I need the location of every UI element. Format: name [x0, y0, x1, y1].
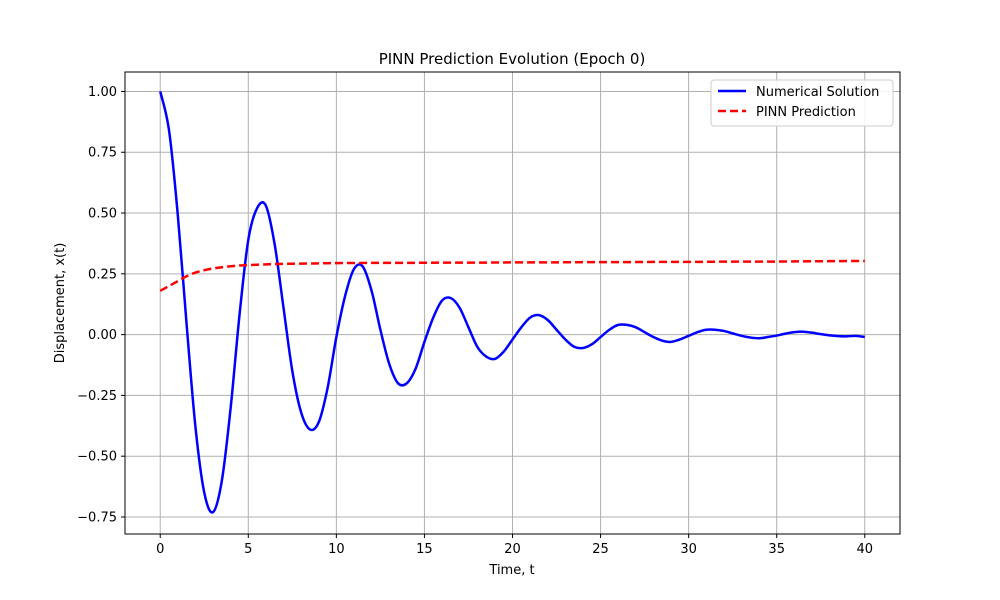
y-axis-label: Displacement, x(t)	[53, 243, 68, 364]
x-tick-label: 15	[416, 542, 433, 557]
x-axis-label: Time, t	[488, 563, 534, 578]
y-tick-label: −0.75	[77, 510, 117, 525]
y-tick-label: 1.00	[88, 85, 117, 100]
x-tick-label: 25	[592, 542, 609, 557]
y-tick-label: 0.50	[88, 207, 117, 222]
series-layer	[159, 91, 865, 514]
grid-layer	[125, 72, 900, 534]
y-tick-label: −0.25	[77, 389, 117, 404]
series-line-numerical-solution	[159, 91, 865, 514]
x-tick-label: 5	[244, 542, 252, 557]
x-tick-label: 20	[504, 542, 521, 557]
series-line-pinn-prediction	[159, 259, 865, 292]
chart-title: PINN Prediction Evolution (Epoch 0)	[379, 50, 646, 68]
x-tick-label: 30	[680, 542, 697, 557]
x-tick-label: 40	[856, 542, 873, 557]
x-tick-label: 10	[328, 542, 345, 557]
legend-label-pinn-prediction: PINN Prediction	[756, 105, 856, 120]
x-tick-label: 35	[768, 542, 785, 557]
x-axis-ticks: 0 5 10 15 20 25 30 35 40	[156, 534, 873, 557]
y-tick-label: 0.00	[88, 328, 117, 343]
legend-label-numerical-solution: Numerical Solution	[756, 85, 879, 100]
x-tick-label: 0	[156, 542, 164, 557]
legend: Numerical Solution PINN Prediction	[710, 79, 894, 127]
y-tick-label: −0.50	[77, 450, 117, 465]
y-axis-ticks: −0.75 −0.50 −0.25 0.00 0.25 0.50 0.75 1.00	[77, 85, 125, 525]
legend-box	[710, 79, 894, 127]
y-tick-label: 0.25	[88, 267, 117, 282]
y-tick-label: 0.75	[88, 146, 117, 161]
